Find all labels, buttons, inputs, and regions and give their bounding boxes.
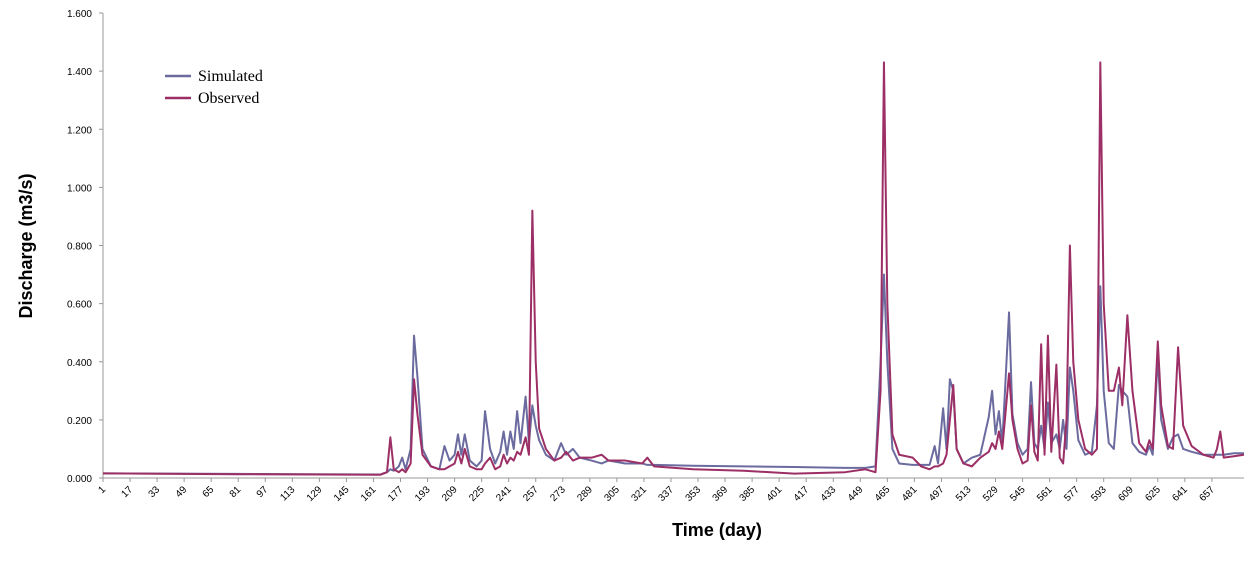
y-tick-label: 0.200 (67, 416, 92, 427)
x-tick-label: 353 (684, 484, 704, 504)
x-tick-label: 17 (120, 484, 136, 500)
x-tick-label: 401 (765, 484, 785, 504)
x-tick-label: 593 (1089, 484, 1109, 504)
y-tick-label: 0.800 (67, 242, 92, 253)
x-tick-label: 481 (900, 484, 920, 504)
x-tick-label: 33 (147, 484, 163, 500)
x-tick-label: 177 (386, 484, 406, 504)
x-tick-label: 65 (201, 484, 217, 500)
x-tick-label: 385 (738, 484, 758, 504)
x-tick-label: 129 (305, 484, 325, 504)
x-tick-label: 513 (954, 484, 974, 504)
y-axis-title: Discharge (m3/s) (16, 173, 36, 318)
x-tick-label: 241 (494, 484, 514, 504)
x-tick-label: 225 (467, 484, 487, 504)
x-tick-label: 625 (1143, 484, 1163, 504)
x-tick-label: 657 (1197, 484, 1217, 504)
x-tick-label: 449 (846, 484, 866, 504)
x-tick-label: 113 (278, 484, 297, 503)
x-tick-label: 209 (440, 484, 460, 504)
x-tick-label: 529 (981, 484, 1001, 504)
x-tick-label: 369 (711, 484, 731, 504)
x-tick-label: 1 (96, 484, 108, 496)
x-tick-label: 417 (792, 484, 812, 504)
legend-label: Observed (198, 90, 259, 107)
x-tick-label: 193 (413, 484, 433, 504)
y-tick-label: 0.600 (67, 300, 92, 311)
legend-label: Simulated (198, 68, 263, 85)
y-tick-label: 0.000 (67, 474, 92, 485)
x-tick-label: 257 (521, 484, 541, 504)
y-tick-label: 1.400 (67, 67, 92, 78)
x-tick-label: 577 (1062, 484, 1082, 504)
x-tick-label: 433 (819, 484, 839, 504)
x-tick-label: 145 (332, 484, 352, 504)
x-tick-label: 161 (359, 484, 379, 504)
x-tick-label: 465 (873, 484, 893, 504)
x-tick-label: 305 (602, 484, 622, 504)
x-tick-label: 49 (174, 484, 190, 500)
x-tick-label: 273 (548, 484, 568, 504)
series-line (102, 273, 1244, 476)
x-tick-label: 289 (575, 484, 595, 504)
y-tick-label: 0.400 (67, 358, 92, 369)
x-tick-label: 81 (228, 484, 244, 500)
x-tick-label: 545 (1008, 484, 1028, 504)
x-tick-label: 641 (1170, 484, 1190, 504)
x-tick-label: 561 (1035, 484, 1055, 504)
x-axis-title: Time (day) (672, 520, 762, 540)
x-tick-label: 321 (629, 484, 649, 504)
x-tick-label: 337 (657, 484, 677, 504)
y-tick-label: 1.000 (67, 183, 92, 194)
y-tick-label: 1.200 (67, 125, 92, 136)
series-line (102, 61, 1244, 476)
x-tick-label: 97 (255, 484, 271, 500)
x-tick-label: 497 (927, 484, 947, 504)
x-tick-label: 609 (1116, 484, 1136, 504)
y-tick-label: 1.600 (67, 9, 92, 20)
